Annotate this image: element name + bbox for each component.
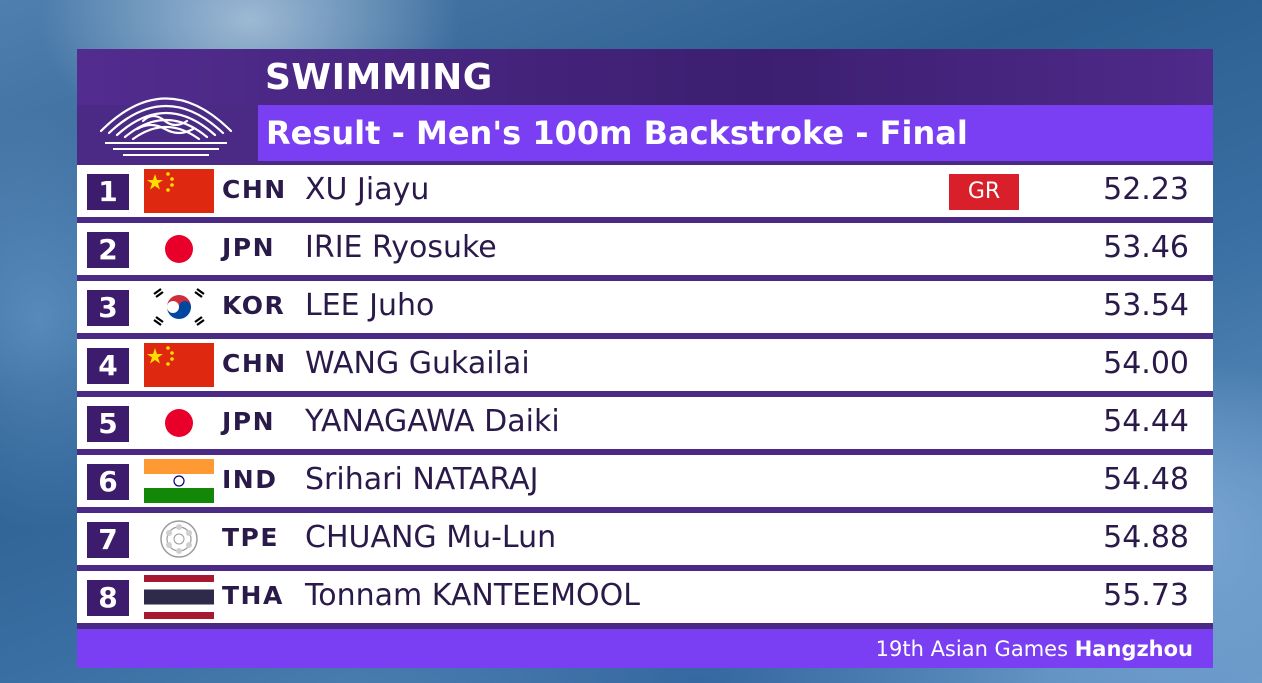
event-title: Result - Men's 100m Backstroke - Final <box>266 114 968 152</box>
japan-flag-icon <box>144 401 214 445</box>
result-time: 53.46 <box>1103 230 1189 265</box>
record-badge: GR <box>949 174 1019 210</box>
result-row: 4 CHN WANG Gukailai 54.00 <box>77 339 1213 391</box>
result-row: 8 THA Tonnam KANTEEMOOL 55.73 <box>77 571 1213 623</box>
footer-bar: 19th Asian Games Hangzhou <box>77 629 1213 668</box>
korea-flag-icon <box>144 285 214 329</box>
rank-box: 5 <box>87 406 129 442</box>
athlete-name: YANAGAWA Daiki <box>305 404 560 439</box>
athlete-name: LEE Juho <box>305 288 435 323</box>
asian-games-emblem-icon <box>99 97 233 156</box>
country-code: CHN <box>222 349 287 378</box>
athlete-name: Tonnam KANTEEMOOL <box>305 578 640 613</box>
country-code: JPN <box>222 407 276 436</box>
result-row: 1 CHN XU Jiayu GR 52.23 <box>77 165 1213 217</box>
country-code: IND <box>222 465 278 494</box>
footer-event-name: 19th Asian Games <box>875 637 1069 661</box>
china-flag-icon <box>144 343 214 387</box>
athlete-name: WANG Gukailai <box>305 346 530 381</box>
result-time: 53.54 <box>1103 288 1189 323</box>
athlete-name: XU Jiayu <box>305 172 430 207</box>
rank-box: 7 <box>87 522 129 558</box>
rank-box: 4 <box>87 348 129 384</box>
rank-box: 3 <box>87 290 129 326</box>
result-time: 54.00 <box>1103 346 1189 381</box>
result-row: 5 JPN YANAGAWA Daiki 54.44 <box>77 397 1213 449</box>
country-code: CHN <box>222 175 287 204</box>
rank-box: 6 <box>87 464 129 500</box>
result-row: 7 TPE CHUANG Mu-Lun 54.88 <box>77 513 1213 565</box>
country-code: THA <box>222 581 284 610</box>
athlete-name: IRIE Ryosuke <box>305 230 497 265</box>
footer-city: Hangzhou <box>1074 637 1193 661</box>
india-flag-icon <box>144 459 214 503</box>
sport-title: SWIMMING <box>265 57 493 98</box>
result-time: 54.44 <box>1103 404 1189 439</box>
header-strip <box>77 49 1213 105</box>
country-code: KOR <box>222 291 286 320</box>
result-row: 2 JPN IRIE Ryosuke 53.46 <box>77 223 1213 275</box>
results-board: SWIMMING Result - Men's 100m Backstroke … <box>77 49 1213 668</box>
footer-text: 19th Asian Games Hangzhou <box>876 637 1193 661</box>
country-code: TPE <box>222 523 279 552</box>
rank-box: 2 <box>87 232 129 268</box>
athlete-name: Srihari NATARAJ <box>305 462 539 497</box>
china-flag-icon <box>144 169 214 213</box>
result-time: 54.48 <box>1103 462 1189 497</box>
result-row: 3 KOR LEE Juho 53.54 <box>77 281 1213 333</box>
chinese-taipei-flag-icon <box>144 517 214 561</box>
result-row: 6 IND Srihari NATARAJ 54.48 <box>77 455 1213 507</box>
japan-flag-icon <box>144 227 214 271</box>
event-title-bar: Result - Men's 100m Backstroke - Final <box>258 105 1213 161</box>
result-time: 55.73 <box>1103 578 1189 613</box>
result-time: 52.23 <box>1103 172 1189 207</box>
country-code: JPN <box>222 233 276 262</box>
athlete-name: CHUANG Mu-Lun <box>305 520 557 555</box>
result-time: 54.88 <box>1103 520 1189 555</box>
rank-box: 1 <box>87 174 129 210</box>
rank-box: 8 <box>87 580 129 616</box>
thailand-flag-icon <box>144 575 214 619</box>
